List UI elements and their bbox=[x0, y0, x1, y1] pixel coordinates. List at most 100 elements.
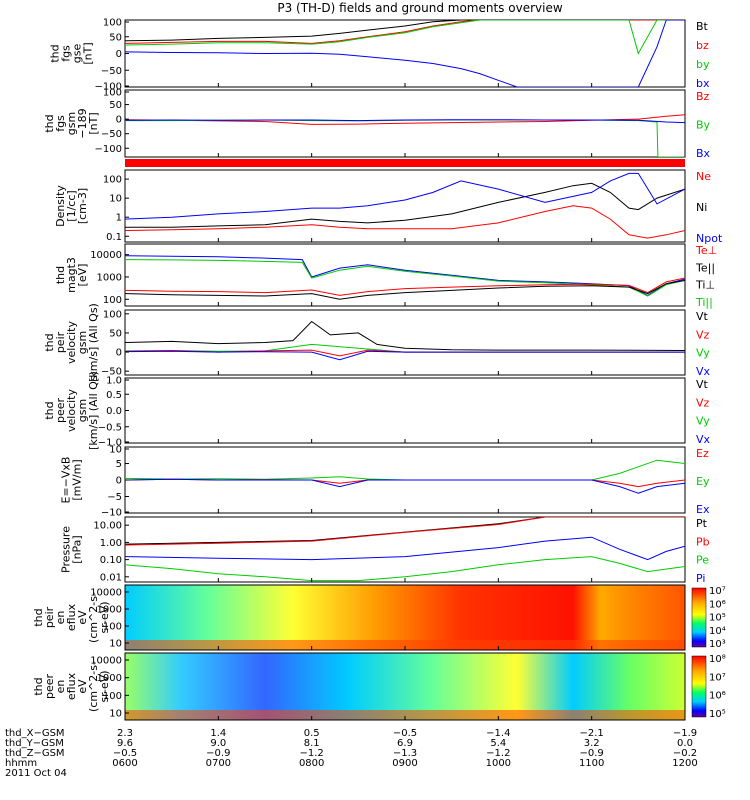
legend-entry: Vy bbox=[696, 347, 710, 360]
figure-title: P3 (TH-D) fields and ground moments over… bbox=[277, 1, 562, 15]
series-line bbox=[125, 20, 685, 87]
y-tick-label: −100 bbox=[95, 82, 122, 93]
y-label-line: eV bbox=[76, 610, 89, 625]
y-label-line: en bbox=[54, 680, 67, 694]
y-label-line: [km/s] (All Qs) bbox=[87, 371, 100, 450]
y-tick-label: 50 bbox=[109, 32, 122, 43]
colorbar-tick-label: 10⁸ bbox=[709, 654, 726, 665]
y-tick-label: 1000 bbox=[97, 605, 122, 616]
y-tick-label: 10 bbox=[109, 445, 122, 456]
y-label-line: [mV/m] bbox=[71, 459, 84, 500]
y-label-line: peer bbox=[43, 674, 56, 700]
legend-entry: Ez bbox=[696, 447, 709, 460]
ephemeris-value: −1.2 bbox=[300, 748, 324, 759]
ephemeris-value: −1.4 bbox=[486, 728, 510, 739]
y-tick-label: 0 bbox=[116, 476, 122, 487]
y-label-line: [nT] bbox=[82, 42, 95, 64]
ephemeris-value: 0700 bbox=[206, 758, 231, 769]
y-tick-label: −0.5 bbox=[98, 422, 122, 433]
y-label-line: (cm^2-s- bbox=[87, 661, 100, 712]
panel-frame bbox=[124, 243, 686, 307]
legend-entry: bx bbox=[696, 77, 710, 90]
legend-entry: Bx bbox=[696, 147, 711, 160]
y-tick-label: 1000 bbox=[97, 272, 122, 283]
series-line bbox=[125, 20, 685, 55]
x-axis-ephemeris: thd_X−GSM 2.3 1.4 0.5 −0.5 −1.4 −2.1 −1.9 thd_Y−… bbox=[5, 728, 698, 769]
y-label-line: velocity bbox=[65, 321, 78, 364]
colorbar-tick-label: 10⁵ bbox=[709, 613, 726, 624]
series-line bbox=[125, 277, 685, 296]
y-label-line: magt3 bbox=[65, 257, 78, 293]
ephemeris-value: 0900 bbox=[392, 758, 417, 769]
y-label-line: [nPa] bbox=[71, 535, 84, 563]
ephemeris-value: 2.3 bbox=[117, 728, 133, 739]
y-label-line: thd bbox=[43, 401, 56, 419]
legend-entry: Vx bbox=[696, 433, 711, 446]
ephemeris-value: −1.3 bbox=[393, 748, 417, 759]
y-tick-label: 0.10 bbox=[100, 555, 122, 566]
y-tick-label: 1.00 bbox=[100, 538, 122, 549]
legend-entry: Npot bbox=[696, 232, 723, 245]
ephemeris-value: −0.2 bbox=[673, 748, 697, 759]
ephemeris-value: −0.5 bbox=[113, 748, 137, 759]
ephemeris-row-label: thd_X−GSM bbox=[5, 728, 65, 739]
y-label-line: gsm bbox=[65, 112, 78, 135]
series-line bbox=[125, 517, 685, 546]
ephemeris-value: −1.9 bbox=[673, 728, 697, 739]
y-tick-label: 0 bbox=[116, 348, 122, 359]
y-label-line: [1/cc] bbox=[65, 190, 78, 221]
y-tick-label: 0 bbox=[116, 49, 122, 60]
ephemeris-value: 1100 bbox=[579, 758, 604, 769]
series-line bbox=[125, 536, 685, 561]
y-label-line: thd bbox=[43, 114, 56, 132]
series-line bbox=[125, 172, 685, 220]
y-tick-label: 100 bbox=[103, 295, 122, 306]
ephemeris-value: 8.1 bbox=[304, 738, 320, 749]
legend-entry: Te⊥ bbox=[695, 244, 717, 257]
y-tick-label: 10000 bbox=[90, 656, 122, 667]
y-label-line: eV bbox=[76, 679, 89, 694]
y-label-line: [km/s] (All Qs) bbox=[87, 303, 100, 382]
panel-frame bbox=[124, 169, 686, 243]
y-label-line: peir bbox=[43, 606, 56, 628]
ephemeris-value: 9.6 bbox=[117, 738, 133, 749]
legend-entry: bz bbox=[696, 39, 709, 52]
y-tick-label: 10 bbox=[109, 194, 122, 205]
series-line bbox=[125, 119, 685, 157]
y-tick-label: 10000 bbox=[90, 250, 122, 261]
legend-entry: Vz bbox=[696, 328, 710, 341]
y-tick-label: 0.01 bbox=[100, 572, 122, 583]
legend-entry: Ti|| bbox=[695, 296, 713, 309]
y-label-line: −189 bbox=[76, 108, 89, 138]
legend-entry: Vz bbox=[696, 396, 710, 409]
pressure-panel: 10.00 1.00 0.10 0.01 Pressure[nPa] Pt Pb Pe Pi bbox=[60, 516, 710, 585]
y-label-line: gse bbox=[71, 44, 84, 64]
series-line bbox=[125, 259, 685, 297]
ephemeris-row-label: thd_Y−GSM bbox=[5, 738, 64, 749]
ephemeris-value: −0.9 bbox=[206, 748, 230, 759]
y-axis-label: Pressure[nPa] bbox=[60, 526, 84, 573]
y-tick-label: −50 bbox=[101, 367, 122, 378]
series-line bbox=[125, 114, 685, 125]
y-label-line: sr-eV) bbox=[98, 601, 111, 633]
y-tick-label: 0 bbox=[116, 115, 122, 126]
series-line bbox=[125, 205, 685, 239]
y-label-line: velocity bbox=[65, 389, 78, 432]
peir_spectrogram-panel: 10⁷10⁶10⁵10⁴10³10000100010010thdpeirenef… bbox=[32, 584, 726, 651]
legend-entry: Ni bbox=[696, 201, 707, 214]
series-line bbox=[125, 20, 685, 44]
legend-entry: Vx bbox=[696, 365, 711, 378]
y-label-line: thd bbox=[32, 608, 45, 626]
ephemeris-value: 5.4 bbox=[490, 738, 506, 749]
legend-entry: Vy bbox=[696, 415, 710, 428]
legend-entry: Pe bbox=[696, 554, 709, 567]
colorbar-tick-label: 10⁶ bbox=[709, 599, 726, 610]
colorbar-tick-label: 10³ bbox=[709, 639, 726, 650]
y-tick-label: −1.0 bbox=[98, 438, 122, 449]
